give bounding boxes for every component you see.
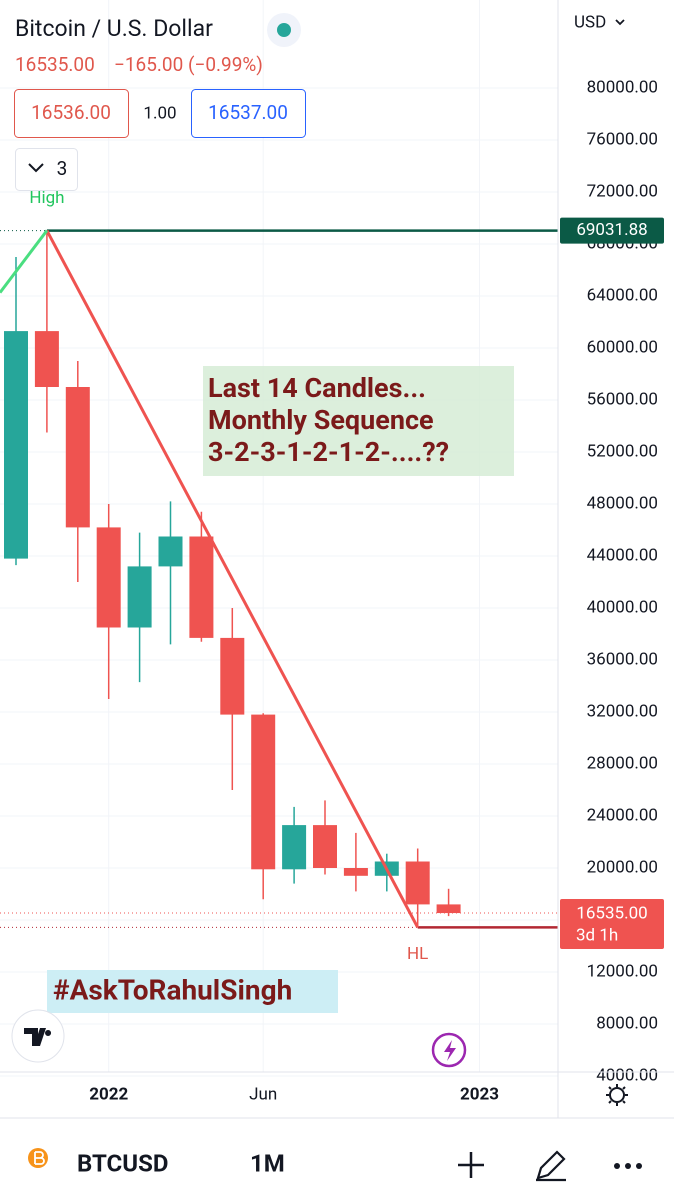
time-axis: 2022 Jun 2023 xyxy=(89,1084,499,1104)
candle-body xyxy=(4,331,28,559)
dot xyxy=(636,1163,642,1169)
candle-body xyxy=(405,861,430,905)
currency-chevron xyxy=(615,19,625,26)
y-tick-label: 64000.00 xyxy=(587,285,658,305)
dot xyxy=(614,1163,620,1169)
currency-bg xyxy=(560,0,660,44)
y-tick-label: 76000.00 xyxy=(587,129,658,149)
y-tick-label: 36000.00 xyxy=(587,649,658,669)
level-tag xyxy=(560,217,664,244)
ask: 16537.00 xyxy=(208,101,288,124)
price-axis: 4000.008000.0012000.0016000.0020000.0024… xyxy=(587,77,658,1085)
annotation-box xyxy=(203,366,514,476)
spread: 1.00 xyxy=(143,103,176,123)
y-tick-label: 32000.00 xyxy=(587,701,658,721)
countdown: 3d 1h xyxy=(576,926,618,946)
x-tick-label: 2023 xyxy=(460,1084,499,1104)
y-tick-label: 56000.00 xyxy=(587,389,658,409)
settings-icon[interactable] xyxy=(606,1084,628,1106)
y-tick-label: 8000.00 xyxy=(596,1013,658,1033)
level-tag-label: 69031.88 xyxy=(576,220,647,240)
y-tick-label: 28000.00 xyxy=(587,753,658,773)
hashtag: #AskToRahulSingh xyxy=(53,973,292,1006)
symbol-title: Bitcoin / U.S. Dollar xyxy=(15,15,213,42)
overlay: High HL xyxy=(0,188,558,964)
hashtag-box xyxy=(47,970,338,1013)
indicator-count: 3 xyxy=(57,157,68,180)
annotation-line: 3-2-3-1-2-1-2-....?? xyxy=(208,436,449,468)
candle-body xyxy=(313,825,337,868)
y-tick-label: 24000.00 xyxy=(587,805,658,825)
y-tick-label: 20000.00 xyxy=(587,857,658,877)
y-tick-label: 72000.00 xyxy=(587,181,658,201)
x-tick-label: 2022 xyxy=(89,1084,128,1104)
more-button[interactable] xyxy=(614,1163,642,1169)
candle-body xyxy=(96,527,121,628)
gear xyxy=(609,1087,625,1103)
buy-button[interactable] xyxy=(191,89,306,138)
y-tick-label: 52000.00 xyxy=(587,441,658,461)
symbol[interactable]: BTCUSD xyxy=(77,1149,168,1177)
candle-body xyxy=(343,868,368,876)
annotation-line: Last 14 Candles... xyxy=(208,372,426,404)
candle-body xyxy=(158,536,183,567)
dot xyxy=(625,1163,631,1169)
candle-body xyxy=(282,825,307,870)
gear-teeth xyxy=(606,1084,628,1106)
level-label: High xyxy=(29,188,64,208)
status-dot xyxy=(277,23,291,37)
candle-body xyxy=(189,536,214,638)
last-price-label: 16535.00 xyxy=(576,904,647,924)
y-tick-label: 12000.00 xyxy=(587,961,658,981)
candles xyxy=(4,230,461,928)
candle-body xyxy=(251,714,276,870)
last-price-tag xyxy=(560,899,664,950)
chevron xyxy=(28,163,44,173)
draw-button[interactable] xyxy=(536,1150,566,1182)
y-tick-label: 40000.00 xyxy=(587,597,658,617)
candle-body xyxy=(65,387,90,528)
btc-glyph xyxy=(34,1151,45,1165)
candle-body xyxy=(436,904,461,914)
lightning-icon xyxy=(444,1040,456,1061)
annotation-line: Monthly Sequence xyxy=(208,404,434,436)
candle-body xyxy=(220,637,245,715)
candle-body xyxy=(34,331,59,387)
y-tick-label: 4000.00 xyxy=(596,1065,658,1085)
y-tick-label: 60000.00 xyxy=(587,337,658,357)
indicators-toggle[interactable] xyxy=(15,148,78,191)
add-button[interactable] xyxy=(458,1152,484,1178)
price-change: −165.00 (−0.99%) xyxy=(114,53,263,76)
y-tick-label: 44000.00 xyxy=(587,545,658,565)
x-tick-label: Jun xyxy=(249,1084,277,1104)
trend-line xyxy=(45,229,420,929)
interval[interactable]: 1M xyxy=(250,1149,285,1177)
last-price: 16535.00 xyxy=(15,53,95,76)
level-label: HL xyxy=(407,944,428,964)
bid: 16536.00 xyxy=(31,101,111,124)
y-tick-label: 80000.00 xyxy=(587,77,658,97)
sell-button[interactable] xyxy=(14,89,129,138)
currency[interactable]: USD xyxy=(574,12,606,32)
candle-body xyxy=(127,566,152,628)
y-tick-label: 48000.00 xyxy=(587,493,658,513)
price-axis-bg xyxy=(558,0,674,1072)
tv-logo-mark xyxy=(24,1028,52,1046)
grid xyxy=(0,0,558,1077)
prior-trend xyxy=(0,229,49,294)
